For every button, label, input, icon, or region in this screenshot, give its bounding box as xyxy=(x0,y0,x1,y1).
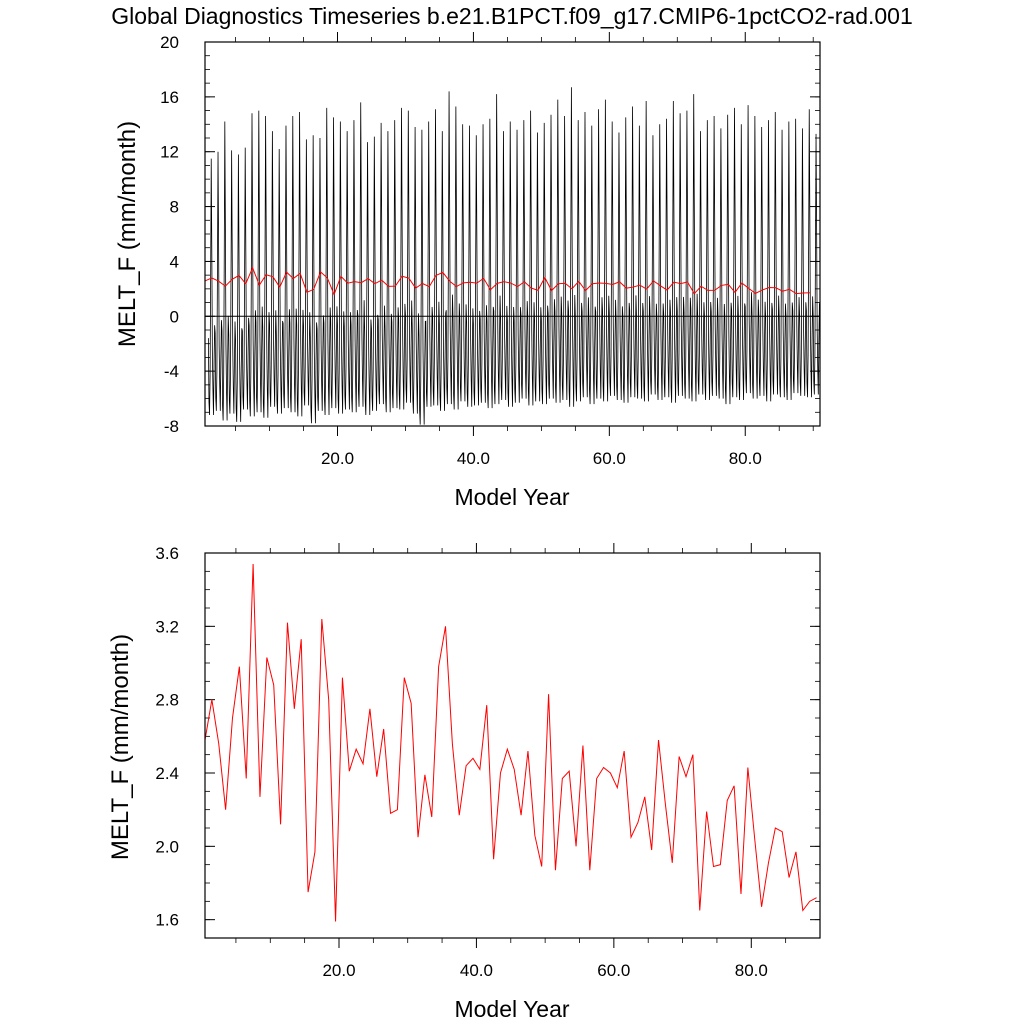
figure-title: Global Diagnostics Timeseries b.e21.B1PC… xyxy=(111,3,913,29)
top-xtick-label: 20.0 xyxy=(321,449,354,468)
top-ytick-label: 0 xyxy=(170,307,179,326)
top-xtick-label: 60.0 xyxy=(593,449,626,468)
bottom-ytick-label: 1.6 xyxy=(155,911,179,930)
top-ytick-label: 4 xyxy=(170,252,179,271)
bottom-xtick-label: 20.0 xyxy=(322,961,355,980)
bottom-tick-labels: 1.6 2.0 2.4 2.8 3.2 3.6 20.0 40.0 60.0 80.0 xyxy=(155,544,767,980)
bottom-axis-ticks xyxy=(205,543,820,948)
bottom-y-axis-label: MELT_F (mm/month) xyxy=(107,634,134,860)
bottom-ytick-label: 3.6 xyxy=(155,544,179,563)
top-xtick-label: 80.0 xyxy=(729,449,762,468)
bottom-ytick-label: 2.4 xyxy=(155,764,179,783)
panel-top: -8 -4 0 4 8 12 16 20 20.0 40.0 60.0 80.0 MELT_F (mm… xyxy=(114,32,821,510)
top-annual-series-line xyxy=(204,266,810,296)
top-tick-labels: -8 -4 0 4 8 12 16 20 20.0 40.0 60.0 80.0 xyxy=(160,33,762,468)
top-y-axis-label: MELT_F (mm/month) xyxy=(114,121,141,347)
panel-bottom: 1.6 2.0 2.4 2.8 3.2 3.6 20.0 40.0 60.0 80.0 MELT_… xyxy=(107,543,821,1022)
bottom-ytick-label: 3.2 xyxy=(155,617,179,636)
bottom-xtick-label: 80.0 xyxy=(735,961,768,980)
top-ytick-label: 8 xyxy=(170,198,179,217)
bottom-plot-frame xyxy=(204,552,821,939)
top-ytick-label: -4 xyxy=(164,362,179,381)
top-xtick-label: 40.0 xyxy=(457,449,490,468)
bottom-xtick-label: 40.0 xyxy=(460,961,493,980)
top-ytick-label: -8 xyxy=(164,417,179,436)
bottom-x-axis-label: Model Year xyxy=(454,996,569,1022)
top-monthly-series-line xyxy=(208,87,820,425)
bottom-ytick-label: 2.8 xyxy=(155,691,179,710)
bottom-xtick-label: 60.0 xyxy=(597,961,630,980)
top-ytick-label: 16 xyxy=(160,88,179,107)
bottom-ytick-label: 2.0 xyxy=(155,837,179,856)
top-ytick-label: 12 xyxy=(160,143,179,162)
top-x-axis-label: Model Year xyxy=(454,484,569,510)
top-plot-frame xyxy=(204,41,821,427)
top-ytick-label: 20 xyxy=(160,33,179,52)
bottom-annual-series-line xyxy=(204,563,817,922)
